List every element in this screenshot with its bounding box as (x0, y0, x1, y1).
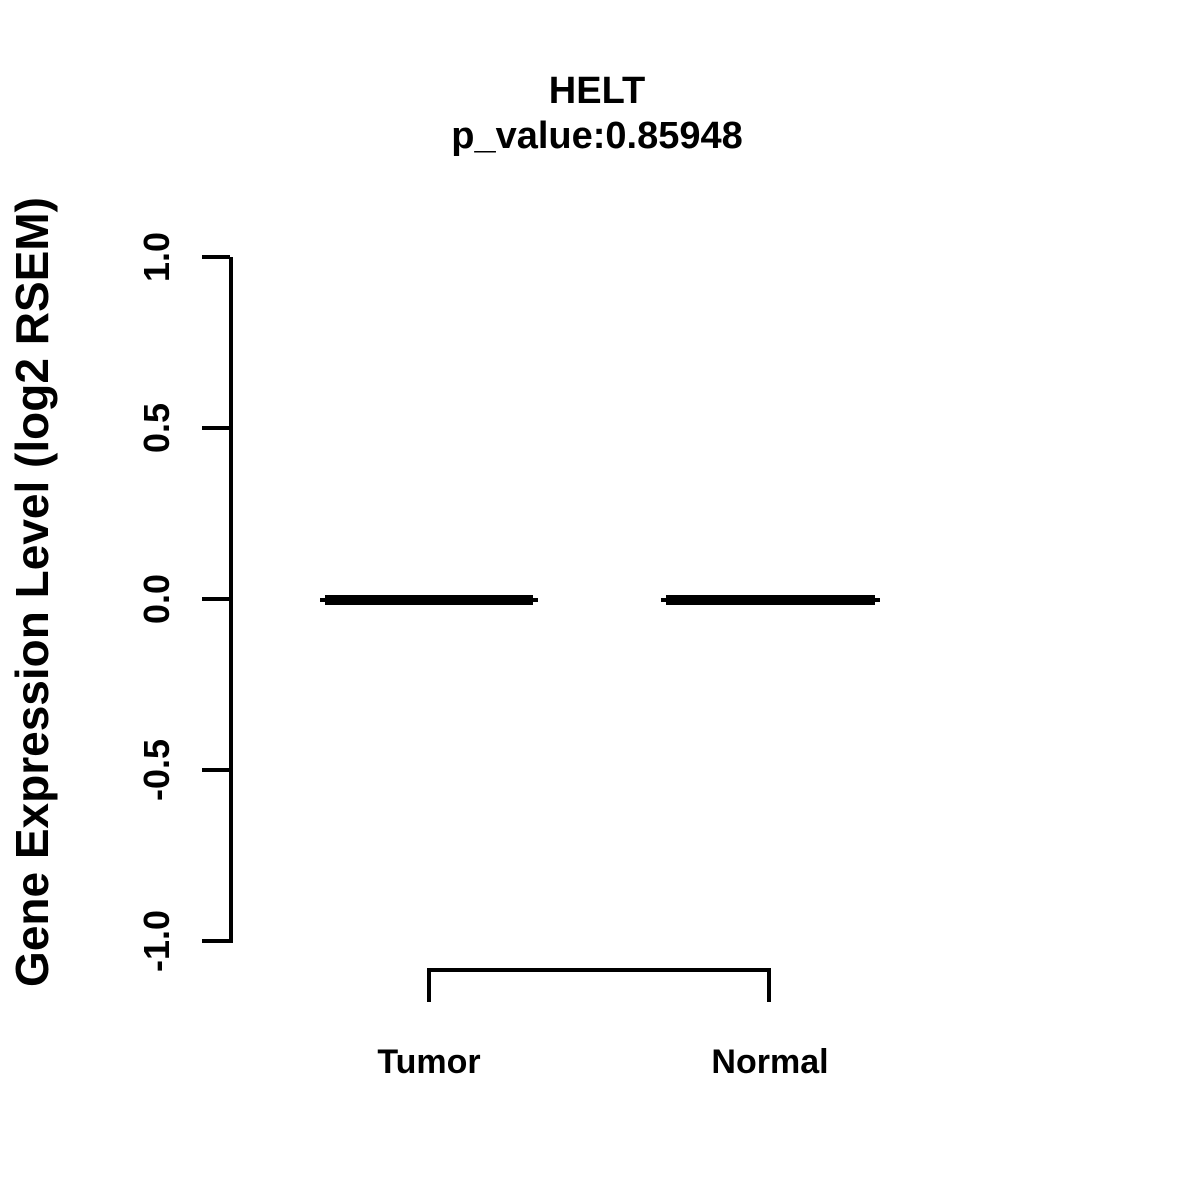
normal-median-line (666, 595, 875, 605)
comparison-bracket-left-leg (427, 968, 431, 1002)
y-tick-neg1_0 (202, 939, 230, 943)
y-axis-line (229, 257, 233, 943)
y-tick-label-neg1_0: -1.0 (136, 909, 177, 973)
y-tick-label-neg0_5: -0.5 (136, 738, 177, 802)
chart-title: HELT (548, 70, 646, 112)
y-tick-1_0 (202, 255, 230, 259)
tumor-median-line (325, 595, 533, 605)
y-tick-0_5 (202, 426, 230, 430)
chart-subtitle-pvalue: p_value:0.85948 (451, 115, 743, 157)
x-category-label-normal: Normal (711, 1043, 829, 1081)
y-tick-0_0 (202, 597, 230, 601)
y-tick-label-0_0: 0.0 (136, 573, 177, 625)
comparison-bracket-horizontal (427, 968, 771, 972)
x-category-label-tumor: Tumor (377, 1043, 481, 1081)
comparison-bracket-right-leg (767, 968, 771, 1002)
y-axis-label: Gene Expression Level (log2 RSEM) (6, 197, 58, 987)
y-tick-label-0_5: 0.5 (136, 402, 177, 454)
y-tick-label-1_0: 1.0 (136, 231, 177, 283)
y-tick-neg0_5 (202, 768, 230, 772)
